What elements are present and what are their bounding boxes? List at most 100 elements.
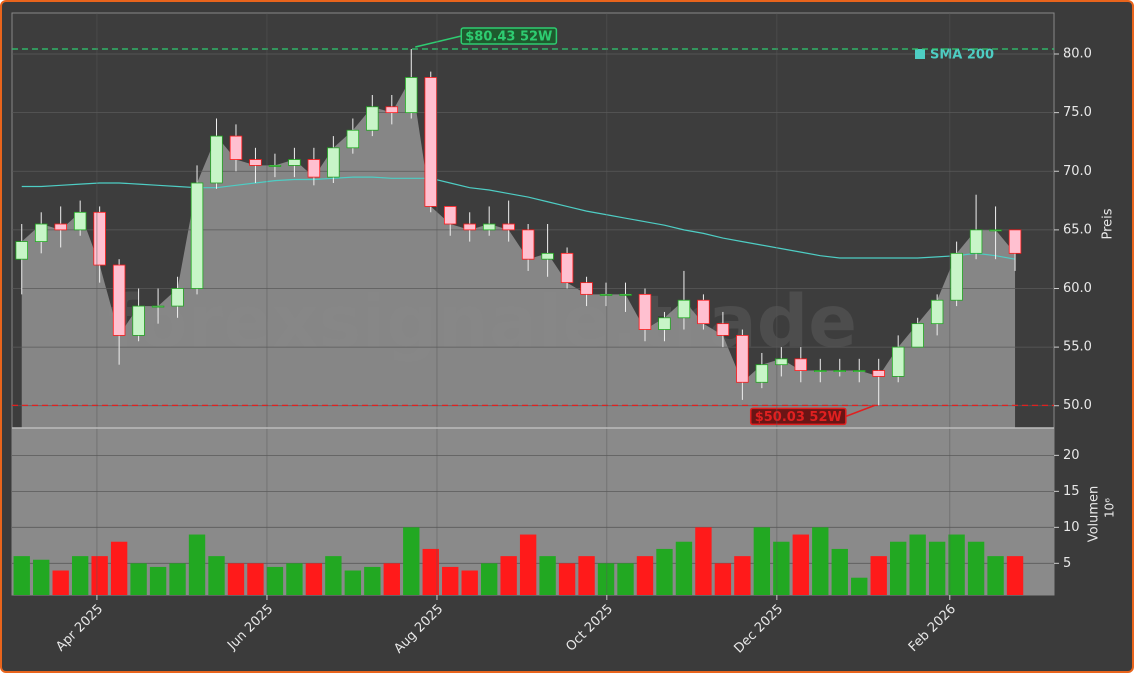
sma-line	[21, 176, 1016, 260]
volume-bar	[71, 556, 89, 595]
volume-bar	[773, 541, 790, 595]
x-tick-label: Apr 2025	[53, 602, 106, 655]
y-tick-label: 55.0	[1063, 340, 1092, 355]
volume-bar	[33, 559, 50, 595]
volume-bar	[558, 563, 576, 595]
annotation-arrow	[415, 35, 462, 48]
candle-body	[911, 323, 924, 348]
candle-body	[950, 252, 963, 301]
candle-body	[229, 135, 243, 160]
candle-body	[405, 77, 418, 114]
volume-bar	[13, 556, 30, 595]
volume-bar	[987, 556, 1004, 595]
annotation-arrow	[845, 404, 875, 418]
volume-bar	[227, 563, 245, 595]
candle-body	[249, 159, 262, 166]
candle-body	[443, 206, 457, 225]
candle-body	[852, 370, 866, 372]
y-axis-label: Preis	[1101, 208, 1116, 239]
x-tick-label: Dec 2025	[731, 602, 786, 657]
y-tick-label: 5	[1063, 556, 1071, 571]
volume-bar	[422, 548, 439, 595]
candle-body	[346, 129, 360, 149]
candle-body	[541, 252, 554, 260]
candle-body	[93, 211, 106, 266]
candle-body	[658, 317, 671, 330]
candle-body	[190, 182, 204, 289]
volume-bar	[266, 566, 284, 595]
volume-bar	[149, 566, 167, 595]
y-tick-label: 10	[1063, 520, 1080, 535]
candle-body	[171, 288, 184, 307]
volume-bar	[130, 563, 147, 595]
volume-bar	[325, 556, 342, 595]
candle-body	[73, 211, 87, 231]
annotation-label: $80.43 52W	[465, 29, 552, 44]
candle-body	[424, 77, 437, 207]
volume-bar	[909, 534, 926, 595]
volume-bar	[442, 566, 459, 595]
y-tick-label: 70.0	[1063, 164, 1092, 179]
volume-bar	[656, 548, 673, 595]
candle-body	[366, 106, 379, 131]
y-tick-label: 60.0	[1063, 281, 1092, 296]
candle-body	[677, 299, 691, 319]
volume-bar	[1006, 556, 1024, 595]
volume-bar	[812, 527, 829, 595]
volume-bar	[188, 534, 206, 595]
annotation-label: $50.03 52W	[755, 410, 842, 425]
volume-bar	[578, 556, 595, 595]
volume-bar	[52, 570, 69, 595]
volume-bar	[617, 563, 634, 595]
candle-body	[1008, 229, 1022, 254]
candle-body	[814, 370, 827, 372]
x-tick-label: Oct 2025	[563, 602, 616, 655]
volume-bar	[714, 563, 732, 595]
volume-bar	[461, 570, 478, 595]
candle-body	[54, 223, 67, 231]
y-tick-label: 15	[1063, 484, 1080, 499]
volume-bar	[948, 534, 965, 595]
candle-body	[385, 106, 399, 114]
volume-bar	[539, 556, 556, 595]
volume-bar	[286, 563, 303, 595]
candle-body	[307, 159, 321, 178]
legend-label: SMA 200	[930, 48, 994, 63]
volume-bar	[519, 534, 537, 595]
legend-swatch	[915, 49, 925, 59]
volume-bar	[675, 541, 693, 595]
volume-bar	[890, 541, 907, 595]
candle-body	[736, 334, 749, 383]
volume-bar	[110, 541, 128, 595]
volume-bar	[597, 563, 615, 595]
candle-body	[580, 282, 593, 295]
candle-body	[794, 358, 808, 371]
volume-bar	[928, 541, 946, 595]
volume-bar	[208, 556, 225, 595]
volume-bar	[831, 548, 848, 595]
candle-body	[833, 370, 846, 372]
volume-bar	[753, 527, 771, 595]
y-tick-label: 20	[1063, 448, 1080, 463]
candle-body	[463, 223, 476, 231]
volume-bar	[870, 556, 887, 595]
candle-body	[560, 252, 574, 284]
candle-body	[327, 147, 340, 178]
x-tick-label: Feb 2026	[906, 602, 959, 655]
candle-body	[638, 293, 652, 330]
y-tick-label: 80.0	[1063, 47, 1092, 62]
candle-body	[288, 159, 301, 166]
y-tick-label: 50.0	[1063, 398, 1092, 413]
volume-bar	[247, 563, 264, 595]
y-axis-label: Volumen	[1087, 486, 1102, 543]
candle-body	[599, 293, 613, 296]
candle-body	[210, 135, 223, 184]
close-area	[21, 77, 1016, 428]
candle-body	[969, 229, 983, 254]
volume-bar	[480, 563, 498, 595]
volume-bar	[305, 563, 323, 595]
candle-body	[755, 364, 769, 383]
volume-bar	[967, 541, 985, 595]
candle-body	[521, 229, 535, 260]
